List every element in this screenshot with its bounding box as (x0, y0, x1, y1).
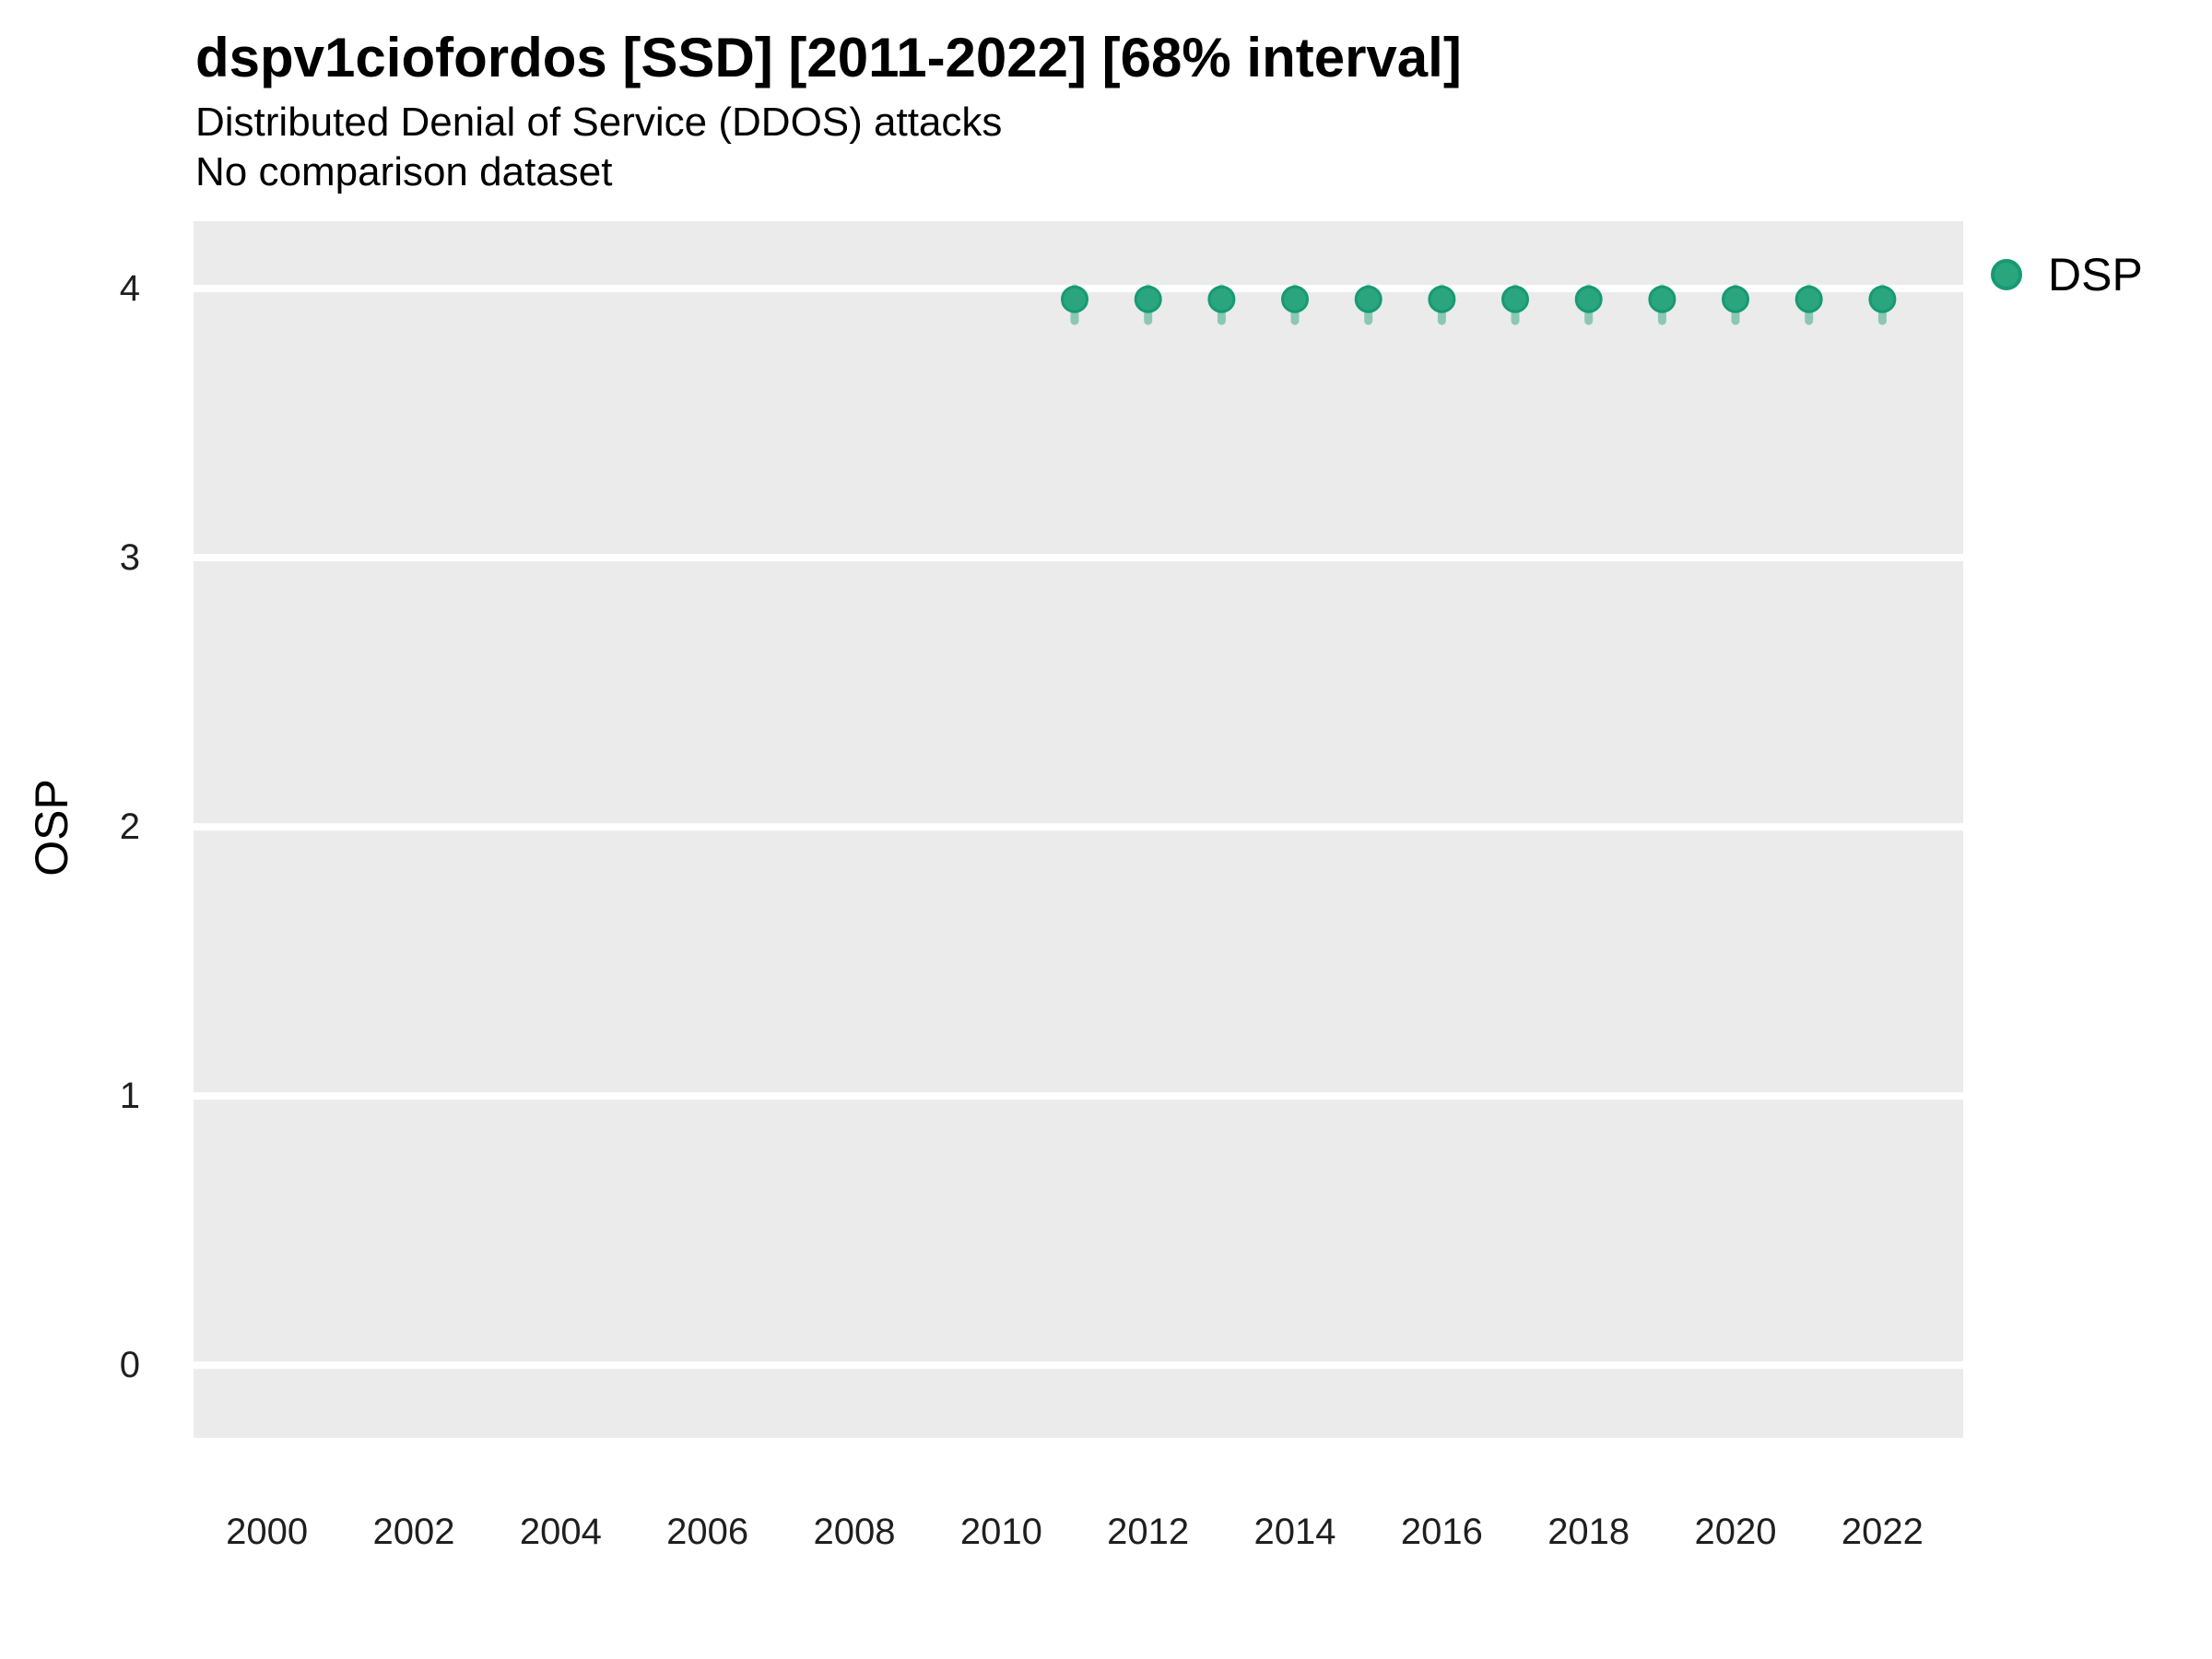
chart-subtitle-line1: Distributed Denial of Service (DDOS) att… (195, 100, 1003, 145)
x-tick-label: 2006 (666, 1512, 749, 1552)
legend-label: DSP (2048, 249, 2143, 300)
data-point (1134, 285, 1162, 313)
y-tick-label: 3 (119, 537, 140, 579)
x-tick-label: 2004 (519, 1512, 602, 1552)
x-tick-label: 2000 (226, 1512, 309, 1552)
plot-svg (194, 284, 1963, 1370)
data-point (1207, 285, 1236, 313)
plot-area (194, 221, 1963, 1438)
x-tick-label: 2010 (959, 1512, 1042, 1552)
legend-marker-icon (1991, 259, 2022, 290)
y-tick-label: 2 (119, 806, 140, 848)
x-tick-label: 2018 (1547, 1512, 1630, 1552)
data-point (1281, 285, 1309, 313)
y-tick-label: 4 (119, 268, 140, 309)
x-tick-label: 2002 (372, 1512, 455, 1552)
data-point (1354, 285, 1382, 313)
x-tick-label: 2014 (1253, 1512, 1336, 1552)
data-point (1722, 285, 1749, 313)
data-point (1501, 285, 1529, 313)
data-point (1061, 285, 1088, 313)
data-point (1648, 285, 1677, 313)
y-axis-ticks: 0 1 2 3 4 (0, 221, 147, 1438)
y-tick-label: 0 (119, 1345, 140, 1386)
chart-subtitle-line2: No comparison dataset (195, 149, 613, 194)
y-tick-label: 1 (119, 1076, 140, 1117)
data-point (1794, 285, 1823, 313)
chart-title: dspv1ciofordos [SSD] [2011-2022] [68% in… (195, 27, 1462, 88)
data-point (1428, 285, 1456, 313)
data-point (1574, 285, 1603, 313)
data-point (1868, 285, 1897, 313)
x-tick-label: 2008 (813, 1512, 896, 1552)
x-tick-label: 2022 (1841, 1512, 1924, 1552)
x-tick-label: 2016 (1400, 1512, 1483, 1552)
legend: DSP (1991, 249, 2143, 300)
x-tick-label: 2020 (1694, 1512, 1777, 1552)
x-tick-label: 2012 (1107, 1512, 1190, 1552)
x-axis-ticks: 2000 2002 2004 2006 2008 2010 2012 2014 2016 2018… (194, 1512, 1963, 1558)
